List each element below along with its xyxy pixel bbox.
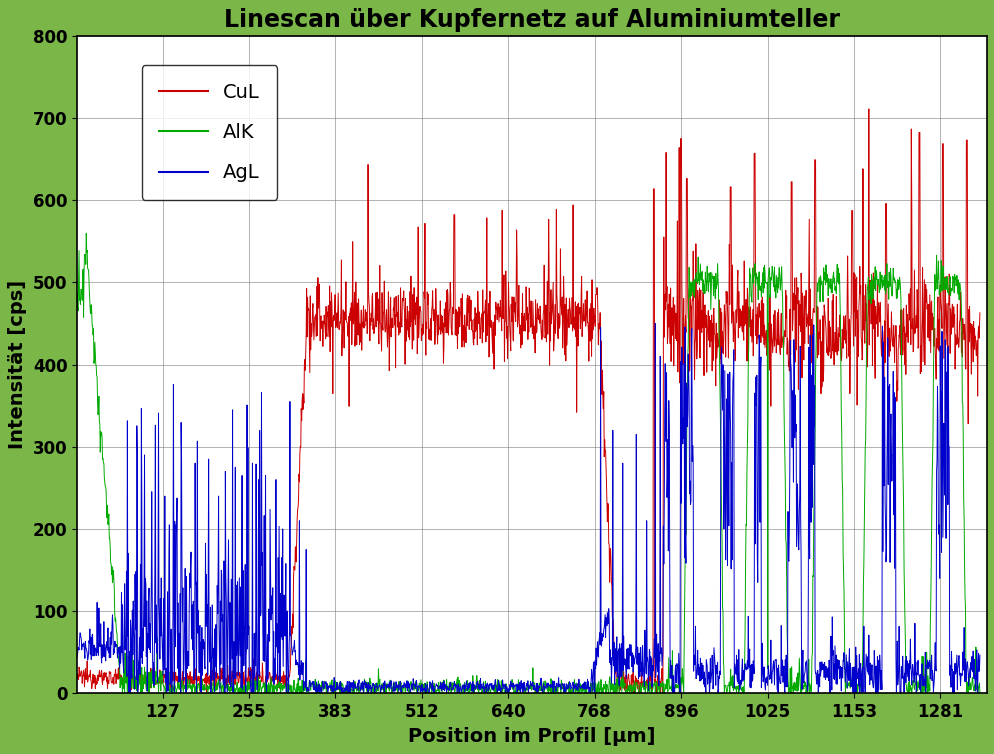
AgL [72, 653, 83, 662]
AlK [118, 676, 130, 685]
CuL [117, 674, 129, 683]
AlK [116, 689, 128, 698]
AgL [510, 680, 522, 689]
AlK [782, 688, 794, 697]
AlK [973, 689, 985, 698]
CuL [510, 287, 522, 296]
CuL [973, 308, 985, 317]
CuL [72, 673, 83, 682]
X-axis label: Position im Profil [μm]: Position im Profil [μm] [408, 727, 655, 746]
Legend: CuL, AlK, AgL: CuL, AlK, AgL [141, 65, 277, 200]
AlK [947, 288, 959, 297]
AlK [72, 288, 83, 297]
AgL [973, 651, 985, 660]
AgL [947, 688, 959, 697]
AlK [511, 681, 523, 690]
CuL [620, 689, 632, 698]
AgL [782, 556, 794, 566]
Line: AgL: AgL [78, 323, 979, 694]
Title: Linescan über Kupfernetz auf Aluminiumteller: Linescan über Kupfernetz auf Aluminiumte… [224, 8, 839, 32]
AgL [486, 682, 498, 691]
CuL [862, 104, 874, 113]
AlK [81, 228, 92, 238]
AlK [487, 682, 499, 691]
Line: CuL: CuL [78, 109, 979, 694]
CuL [947, 310, 959, 319]
Line: AlK: AlK [78, 233, 979, 694]
CuL [486, 338, 498, 347]
AlK [947, 270, 959, 279]
AgL [122, 689, 134, 698]
AgL [947, 661, 959, 670]
Y-axis label: Intensität [cps]: Intensität [cps] [8, 280, 27, 449]
CuL [947, 319, 959, 328]
AgL [649, 319, 661, 328]
AgL [117, 661, 129, 670]
CuL [781, 362, 793, 371]
